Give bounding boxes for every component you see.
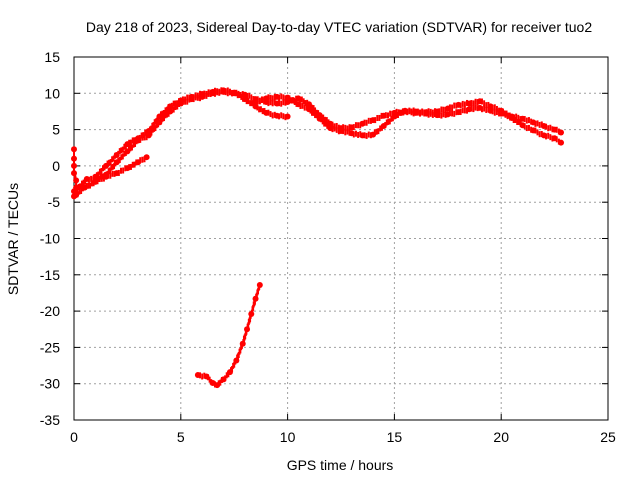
y-tick-label: 15: [44, 49, 60, 65]
x-tick-labels: 0 5 10 15 20 25: [70, 429, 616, 445]
data-point: [73, 177, 80, 184]
data-point: [558, 139, 565, 146]
data-series: [71, 87, 565, 389]
x-tick-label: 5: [177, 429, 185, 445]
y-tick-labels: -35 -30 -25 -20 -15 -10 -5 0 5 10 15: [40, 49, 60, 428]
data-point: [284, 113, 291, 120]
x-tick-label: 10: [280, 429, 296, 445]
series-track-d: [252, 93, 565, 146]
data-point: [143, 154, 150, 161]
x-tick-label: 20: [493, 429, 509, 445]
data-point: [73, 191, 80, 198]
series-track-f: [71, 146, 80, 198]
y-tick-label: 0: [52, 158, 60, 174]
grid-lines: [74, 57, 608, 420]
y-tick-label: -20: [40, 303, 60, 319]
data-point: [256, 281, 263, 288]
y-tick-label: -30: [40, 376, 60, 392]
y-tick-label: -15: [40, 267, 60, 283]
y-axis-label: SDTVAR / TECUs: [5, 183, 21, 295]
y-tick-label: 10: [44, 85, 60, 101]
y-tick-label: -35: [40, 412, 60, 428]
y-tick-label: -5: [48, 194, 61, 210]
x-axis-label: GPS time / hours: [287, 457, 394, 473]
series-track-b: [71, 154, 150, 200]
series-track-e: [194, 281, 263, 389]
chart-title: Day 218 of 2023, Sidereal Day-to-day VTE…: [86, 19, 593, 35]
y-tick-label: 5: [52, 122, 60, 138]
series-track-c: [92, 87, 291, 180]
y-tick-label: -25: [40, 339, 60, 355]
x-tick-label: 0: [70, 429, 78, 445]
x-tick-label: 25: [600, 429, 616, 445]
y-tick-label: -10: [40, 231, 60, 247]
x-tick-label: 15: [387, 429, 403, 445]
data-point: [558, 129, 565, 136]
